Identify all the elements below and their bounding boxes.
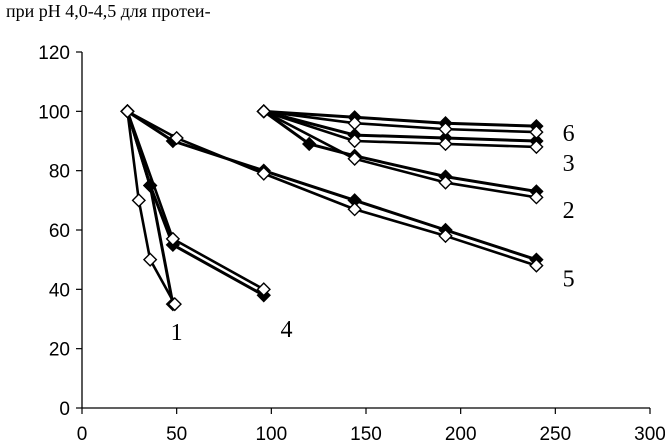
data-point-5-open: [120, 104, 135, 119]
x-tick-label: 0: [77, 424, 88, 445]
series-line-2-open: [263, 110, 537, 199]
series-line-3-open: [263, 110, 537, 149]
y-tick-label: 80: [49, 162, 70, 183]
data-point-1-open: [142, 252, 158, 267]
data-point-5-open: [438, 228, 453, 244]
data-point-1-open: [131, 193, 146, 208]
data-point-2-open: [347, 151, 362, 166]
data-point-6-open: [438, 121, 453, 137]
curve-labels: 1 4 5 2 3 6: [171, 121, 575, 346]
y-tick-label: 0: [59, 399, 70, 420]
data-point-4-filled: [142, 178, 158, 193]
data-point-6-open: [529, 124, 544, 140]
data-point-5-open: [256, 166, 271, 181]
data-point-2-open: [529, 190, 544, 205]
curve-label-1: 1: [171, 320, 183, 346]
data-point-3-open: [529, 139, 544, 155]
curve-label-5: 5: [563, 266, 575, 292]
series-line-3-filled: [263, 109, 537, 143]
x-tick-label: 250: [539, 424, 571, 445]
data-point-4-open: [165, 231, 181, 247]
series-line-5-filled: [126, 110, 537, 262]
data-point-4-open: [256, 282, 271, 297]
data-point-2-open: [438, 175, 453, 190]
x-tick-label: 300: [634, 424, 665, 445]
data-point-6-open: [347, 116, 362, 131]
data-point-2-filled: [302, 136, 317, 152]
data-point-3-open: [347, 133, 362, 149]
series-markers: [120, 104, 544, 312]
x-tick-label: 100: [255, 424, 287, 445]
data-point-3-open: [438, 136, 453, 152]
series-line-1-filled: [126, 110, 175, 305]
data-point-5-open: [169, 130, 184, 146]
y-tick-label: 120: [38, 43, 70, 64]
curve-label-3: 3: [563, 151, 575, 177]
y-tick-label: 40: [49, 280, 70, 301]
x-tick-label: 200: [445, 424, 477, 445]
x-tick-label: 50: [166, 424, 187, 445]
series-line-4-filled: [126, 110, 265, 297]
y-tick-label: 60: [49, 221, 70, 242]
series-lines: [126, 109, 537, 305]
curve-label-4: 4: [280, 317, 292, 343]
curve-label-2: 2: [563, 198, 575, 224]
y-tick-label: 100: [38, 102, 70, 123]
series-line-1-open: [126, 111, 176, 305]
curve-label-6: 6: [563, 121, 575, 147]
caption-text: при pH 4,0-4,5 для протеи-: [6, 1, 211, 21]
data-point-1-open: [167, 296, 182, 312]
y-tick-label: 20: [49, 340, 70, 361]
series-line-5-open: [126, 110, 537, 267]
data-point-6-open: [256, 104, 271, 119]
series-line-6-filled: [263, 109, 537, 128]
series-line-6-open: [263, 110, 537, 134]
x-tick-label: 150: [350, 424, 382, 445]
data-point-5-open: [347, 202, 362, 217]
data-point-5-open: [529, 258, 544, 273]
chart-axes: 0 20 40 60 80 100 120 0 50 100 150 200 250 300: [38, 43, 665, 445]
